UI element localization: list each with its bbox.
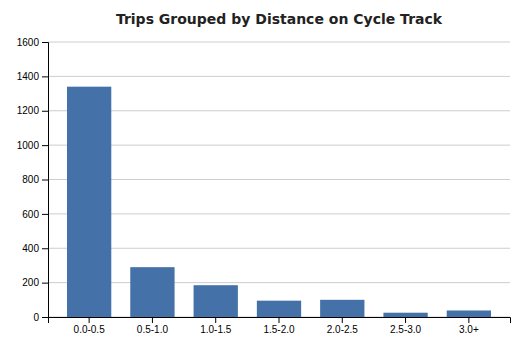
grid-line	[48, 282, 510, 283]
x-tick-label: 0.5-1.0	[137, 324, 169, 335]
y-tick-mark	[42, 42, 48, 43]
y-tick: 1000	[17, 140, 48, 151]
bar	[447, 310, 491, 317]
x-tick-mark	[405, 317, 406, 323]
grid-line	[48, 179, 510, 180]
grid-line	[48, 110, 510, 111]
grid	[48, 42, 510, 317]
x-tick: 0.5-1.0	[137, 317, 169, 335]
chart-title: Trips Grouped by Distance on Cycle Track	[116, 11, 443, 27]
bar	[320, 300, 364, 317]
grid-line	[48, 248, 510, 249]
x-tick-mark	[279, 317, 280, 323]
y-tick: 1600	[17, 37, 48, 48]
x-tick-mark	[152, 317, 153, 323]
x-tick: 2.5-3.0	[390, 317, 422, 335]
y-tick-label: 200	[22, 277, 39, 288]
x-tick-mark	[468, 317, 469, 323]
x-tick-label: 2.0-2.5	[327, 324, 359, 335]
chart-container: Trips Grouped by Distance on Cycle Track…	[0, 0, 526, 347]
x-tick: 2.0-2.5	[327, 317, 359, 335]
y-axis: 0 200 400 600 800 1000 1200 1400 1600	[17, 37, 49, 323]
x-axis: 0.0-0.5 0.5-1.0 1.0-1.5 1.5-2.0 2.0-2.5 2.5-3…	[49, 317, 511, 335]
y-tick-mark	[42, 283, 48, 284]
y-tick-label: 600	[22, 209, 39, 220]
x-tick-label: 0.0-0.5	[74, 324, 106, 335]
y-tick-mark	[42, 145, 48, 146]
y-tick: 1200	[17, 105, 48, 116]
y-tick: 600	[22, 209, 48, 220]
y-tick-mark	[42, 248, 48, 249]
bar	[194, 285, 238, 317]
x-tick-label: 1.5-2.0	[263, 324, 295, 335]
chart-svg: Trips Grouped by Distance on Cycle Track…	[0, 0, 526, 347]
y-tick-mark	[42, 214, 48, 215]
y-tick-label: 1400	[17, 71, 40, 82]
grid-line	[48, 213, 510, 214]
grid-line	[48, 42, 510, 43]
y-tick-label: 800	[22, 174, 39, 185]
y-axis-line	[42, 43, 49, 318]
bars	[67, 87, 491, 317]
bar	[67, 87, 111, 317]
y-tick-mark	[42, 317, 48, 318]
x-tick: 1.0-1.5	[200, 317, 232, 335]
x-tick: 1.5-2.0	[263, 317, 295, 335]
y-tick-label: 400	[22, 243, 39, 254]
x-tick-mark	[89, 317, 90, 323]
bar	[383, 313, 427, 317]
x-axis-line	[49, 318, 511, 324]
y-tick-mark	[42, 76, 48, 77]
x-tick-label: 2.5-3.0	[390, 324, 422, 335]
x-tick-label: 3.0+	[459, 324, 479, 335]
y-tick: 0	[33, 312, 48, 323]
grid-line	[48, 76, 510, 77]
y-tick: 800	[22, 174, 48, 185]
y-tick: 1400	[17, 71, 48, 82]
x-tick: 0.0-0.5	[74, 317, 106, 335]
x-tick-mark	[342, 317, 343, 323]
y-tick-mark	[42, 180, 48, 181]
x-tick: 3.0+	[459, 317, 479, 335]
y-tick: 200	[22, 277, 48, 288]
x-tick-mark	[215, 317, 216, 323]
y-tick-label: 1600	[17, 37, 40, 48]
grid-line	[48, 145, 510, 146]
plot-area: 0.0-0.5 0.5-1.0 1.0-1.5 1.5-2.0 2.0-2.5 2.5-3…	[17, 37, 511, 335]
bar	[130, 267, 174, 317]
bar	[257, 301, 301, 317]
y-tick-label: 1200	[17, 105, 40, 116]
y-tick: 400	[22, 243, 48, 254]
y-tick-mark	[42, 111, 48, 112]
y-tick-label: 0	[33, 312, 39, 323]
x-tick-label: 1.0-1.5	[200, 324, 232, 335]
y-tick-label: 1000	[17, 140, 40, 151]
